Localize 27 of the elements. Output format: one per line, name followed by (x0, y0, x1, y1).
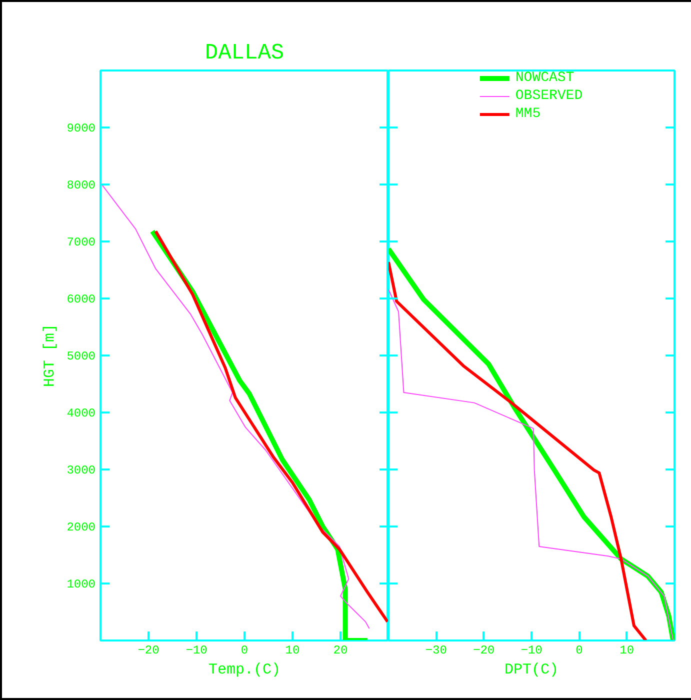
chart-title: DALLAS (204, 40, 284, 66)
legend-label: MM5 (515, 106, 541, 122)
x-tick-label: 10 (285, 644, 300, 658)
y-tick-label: 4000 (66, 406, 96, 420)
legend-label: OBSERVED (515, 88, 583, 104)
x-tick-label: 20 (333, 644, 348, 658)
y-tick-label: 2000 (66, 520, 96, 534)
y-tick-label: 9000 (66, 122, 96, 136)
x-tick-label: −10 (520, 644, 542, 658)
x-axis-title: Temp.(C) (208, 662, 281, 678)
x-tick-label: 10 (620, 644, 634, 658)
line-series (100, 182, 370, 630)
y-tick-label: 7000 (66, 236, 96, 250)
x-axis-title: DPT(C) (504, 662, 559, 678)
x-tick-label: 0 (576, 644, 583, 658)
y-axis-title: HGT [m] (42, 324, 59, 388)
x-tick-label: −20 (473, 644, 495, 658)
x-tick-label: −10 (186, 644, 208, 658)
legend-label: NOWCAST (515, 70, 574, 86)
y-tick-label: 1000 (66, 578, 96, 592)
x-tick-label: −20 (138, 644, 160, 658)
y-tick-label: 8000 (66, 178, 96, 192)
y-tick-label: 5000 (66, 350, 96, 364)
x-tick-label: 0 (240, 644, 248, 658)
y-tick-label: 6000 (66, 292, 96, 306)
y-tick-label: 3000 (66, 464, 96, 478)
x-tick-label: −30 (425, 644, 447, 658)
